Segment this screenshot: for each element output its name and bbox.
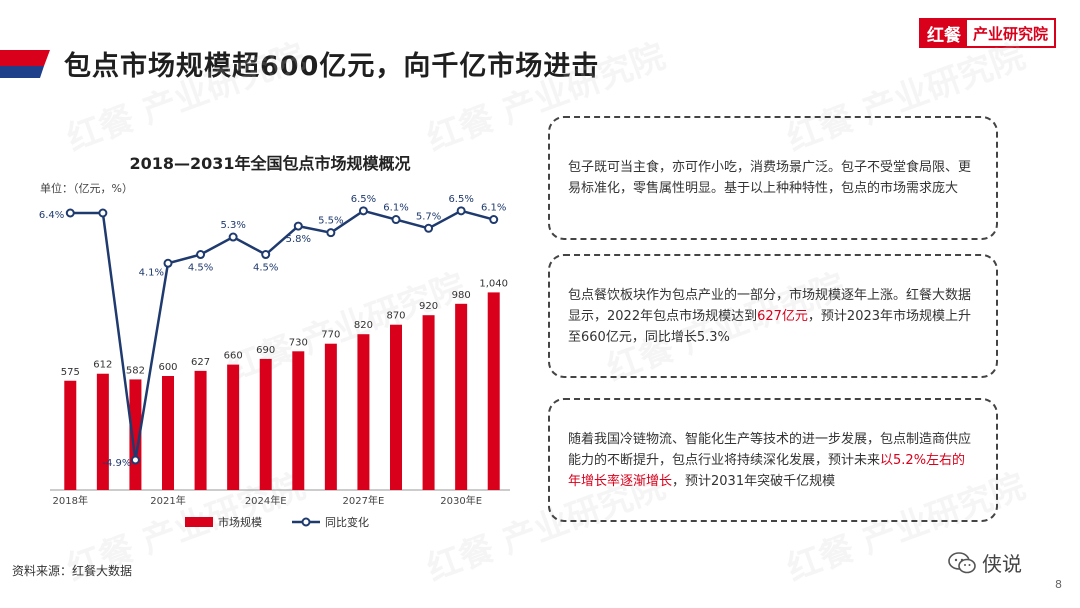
bar bbox=[194, 370, 207, 490]
line-point bbox=[456, 206, 466, 216]
line-point bbox=[163, 258, 173, 268]
line-point bbox=[489, 215, 499, 225]
line-value-label: 5.8% bbox=[286, 234, 311, 245]
wechat-name: 侠说 bbox=[982, 552, 1022, 576]
line-point bbox=[293, 221, 303, 231]
line-value-label: 6.5% bbox=[351, 194, 376, 205]
line-point bbox=[65, 208, 75, 218]
info-box-1-text: 包子既可当主食，亦可作小吃，消费场景广泛。包子不受堂食局限、更易标准化，零售属性… bbox=[568, 160, 972, 196]
legend-line-label: 同比变化 bbox=[325, 515, 369, 529]
bar bbox=[455, 303, 468, 490]
info-box-2-pre: 包点餐饮板块作为包点产业的一部分，市场规模逐年上涨。红餐大数据显示，2022年包… bbox=[568, 287, 972, 324]
bar bbox=[162, 376, 174, 490]
bar bbox=[390, 324, 402, 490]
bar-value-label: 980 bbox=[452, 290, 471, 301]
line-point bbox=[424, 223, 434, 233]
market-size-chart: 575 612 582 600 627 660 690 730 770 820 870 920 980 1… bbox=[20, 140, 520, 550]
line-point bbox=[228, 232, 238, 242]
line-value-label: 5.3% bbox=[220, 220, 245, 231]
info-box-2-highlight: 627亿元 bbox=[757, 308, 808, 324]
info-box-3-text: 随着我国冷链物流、智能化生产等技术的进一步发展，包点制造商供应能力的不断提升，包… bbox=[568, 429, 978, 492]
line-value-label: 5.7% bbox=[416, 211, 441, 222]
line-value-label: 5.5% bbox=[318, 216, 343, 227]
info-box-2-post: ，预计2023年市场规模上升至660亿元，同比增长5.3% bbox=[568, 308, 972, 345]
data-source: 资料来源：红餐大数据 bbox=[12, 564, 133, 578]
line-point bbox=[130, 455, 140, 465]
bar bbox=[324, 343, 337, 490]
line-value-label: 4.5% bbox=[253, 263, 278, 274]
bar bbox=[292, 351, 305, 490]
bar-value-label: 820 bbox=[354, 320, 373, 331]
wechat-account: 侠说 bbox=[948, 548, 1022, 577]
x-tick-label: 2024年E bbox=[245, 494, 287, 507]
bar-value-label: 627 bbox=[191, 357, 210, 368]
line-value-label: 6.4% bbox=[39, 210, 64, 221]
bar-value-label: 770 bbox=[321, 330, 340, 341]
growth-line bbox=[70, 209, 495, 461]
chart-canvas: 575 612 582 600 627 660 690 730 770 820 870 920 980 1… bbox=[39, 194, 510, 529]
logo-brand: 红餐 bbox=[920, 20, 967, 46]
chart-unit-label: 单位：（亿元，%） bbox=[40, 182, 133, 195]
info-box-1: 包子既可当主食，亦可作小吃，消费场景广泛。包子不受堂食局限、更易标准化，零售属性… bbox=[548, 116, 998, 240]
line-value-label: 4.5% bbox=[188, 263, 213, 274]
legend-bar-label: 市场规模 bbox=[218, 515, 262, 529]
bar bbox=[487, 292, 500, 490]
info-box-3: 随着我国冷链物流、智能化生产等技术的进一步发展，包点制造商供应能力的不断提升，包… bbox=[548, 398, 998, 522]
bar-value-label: 582 bbox=[126, 365, 145, 376]
page-title: 包点市场规模超600亿元，向千亿市场进击 bbox=[64, 51, 600, 82]
bar bbox=[259, 358, 272, 490]
legend-line-marker bbox=[301, 517, 311, 527]
info-box-3-post: ，预计2031年突破千亿规模 bbox=[672, 473, 836, 489]
header-accent-bar bbox=[0, 50, 50, 78]
line-point bbox=[326, 228, 336, 238]
x-tick-label: 2018年 bbox=[53, 494, 88, 507]
info-box-3-pre: 随着我国冷链物流、智能化生产等技术的进一步发展，包点制造商供应能力的不断提升，包… bbox=[568, 431, 972, 468]
bar-value-label: 920 bbox=[419, 301, 438, 312]
line-point bbox=[391, 215, 401, 225]
line-point bbox=[358, 206, 368, 216]
legend-bar-swatch bbox=[185, 517, 213, 527]
bar bbox=[357, 334, 370, 490]
chart-title: 2018—2031年全国包点市场规模概况 bbox=[129, 154, 411, 173]
line-point bbox=[261, 250, 271, 260]
info-box-3-highlight: 以5.2%左右的年增长率逐渐增长 bbox=[568, 452, 966, 489]
bar-value-label: 660 bbox=[224, 351, 243, 362]
line-value-label: -4.9% bbox=[102, 458, 131, 469]
info-box-2: 包点餐饮板块作为包点产业的一部分，市场规模逐年上涨。红餐大数据显示，2022年包… bbox=[548, 254, 998, 378]
bar bbox=[96, 373, 109, 490]
x-tick-label: 2027年E bbox=[343, 494, 385, 507]
bar-value-label: 600 bbox=[158, 362, 177, 373]
bar bbox=[227, 364, 240, 490]
bar bbox=[422, 315, 435, 490]
bar-value-label: 575 bbox=[61, 367, 80, 378]
page-number: 8 bbox=[1055, 578, 1062, 591]
logo-subtitle: 产业研究院 bbox=[966, 20, 1054, 46]
wechat-icon bbox=[948, 551, 976, 573]
bar-value-label: 612 bbox=[93, 360, 112, 371]
bar-value-label: 870 bbox=[386, 311, 405, 322]
line-point bbox=[196, 250, 206, 260]
bar-value-label: 730 bbox=[289, 337, 308, 348]
line-point bbox=[98, 208, 108, 218]
line-value-label: 4.1% bbox=[139, 267, 164, 278]
brand-logo: 红餐 产业研究院 bbox=[918, 18, 1056, 48]
line-value-label: 6.5% bbox=[448, 194, 473, 205]
line-value-label: 6.1% bbox=[481, 203, 506, 214]
bar bbox=[64, 380, 77, 490]
bar-value-label: 1,040 bbox=[479, 278, 508, 289]
bar-value-label: 690 bbox=[256, 345, 275, 356]
x-tick-label: 2021年 bbox=[150, 494, 185, 507]
line-value-label: 6.1% bbox=[383, 203, 408, 214]
info-box-2-text: 包点餐饮板块作为包点产业的一部分，市场规模逐年上涨。红餐大数据显示，2022年包… bbox=[568, 285, 978, 348]
x-tick-label: 2030年E bbox=[440, 494, 482, 507]
